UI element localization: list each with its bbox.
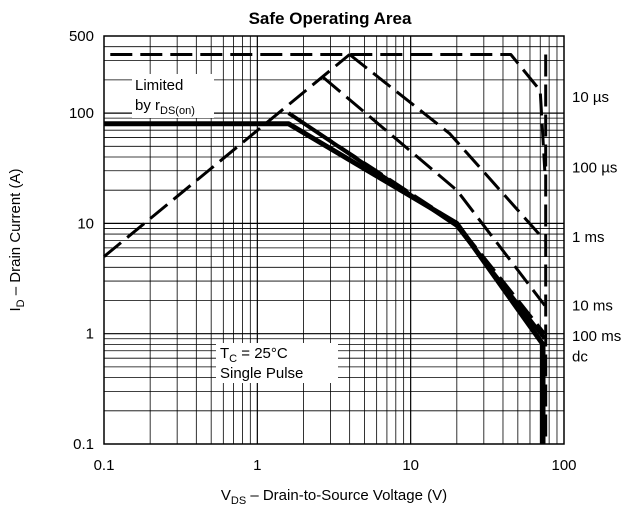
tc-annotation: TC = 25°C <box>220 345 288 365</box>
y-tick-label: 0.1 <box>73 436 94 453</box>
curve-label: 100 ms <box>572 328 621 345</box>
y-tick-label: 500 <box>69 28 94 45</box>
chart-curves <box>103 53 548 444</box>
curve-label: 10 µs <box>572 89 609 106</box>
series-line-100-s <box>348 53 546 242</box>
limited-annotation-line1: Limited <box>135 77 183 94</box>
single-pulse-annotation: Single Pulse <box>220 365 303 382</box>
chart-title: Safe Operating Area <box>249 9 412 28</box>
curve-labels: 10 µs 100 µs 1 ms 10 ms 100 ms dc <box>572 89 621 366</box>
y-tick-label: 100 <box>69 105 94 122</box>
limited-annotation-line2: by rDS(on) <box>135 97 195 117</box>
conditions-annotation-bg <box>216 343 338 383</box>
x-tick-labels: 0.1 1 10 100 <box>94 457 577 474</box>
series-line-10-s <box>110 53 547 171</box>
limited-annotation-bg <box>132 74 214 118</box>
curve-label: 100 µs <box>572 160 617 177</box>
y-tick-labels: 0.1 1 10 100 500 <box>69 28 94 453</box>
x-tick-label: 0.1 <box>94 457 115 474</box>
plot-frame <box>103 35 565 445</box>
y-axis-label: ID – Drain Current (A) <box>7 169 27 312</box>
x-tick-label: 100 <box>551 457 576 474</box>
y-tick-label: 10 <box>77 215 94 232</box>
curve-label: 1 ms <box>572 229 605 246</box>
series-line-dc <box>104 121 546 444</box>
x-tick-label: 10 <box>402 457 419 474</box>
x-axis-label: VDS – Drain-to-Source Voltage (V) <box>221 487 447 507</box>
series-line-limited-by-rds-on- <box>103 53 351 258</box>
x-tick-label: 1 <box>253 457 261 474</box>
y-tick-label: 1 <box>86 326 94 343</box>
curve-label: dc <box>572 349 588 366</box>
curve-label: 10 ms <box>572 298 613 315</box>
series-line-1-ms <box>322 76 546 307</box>
